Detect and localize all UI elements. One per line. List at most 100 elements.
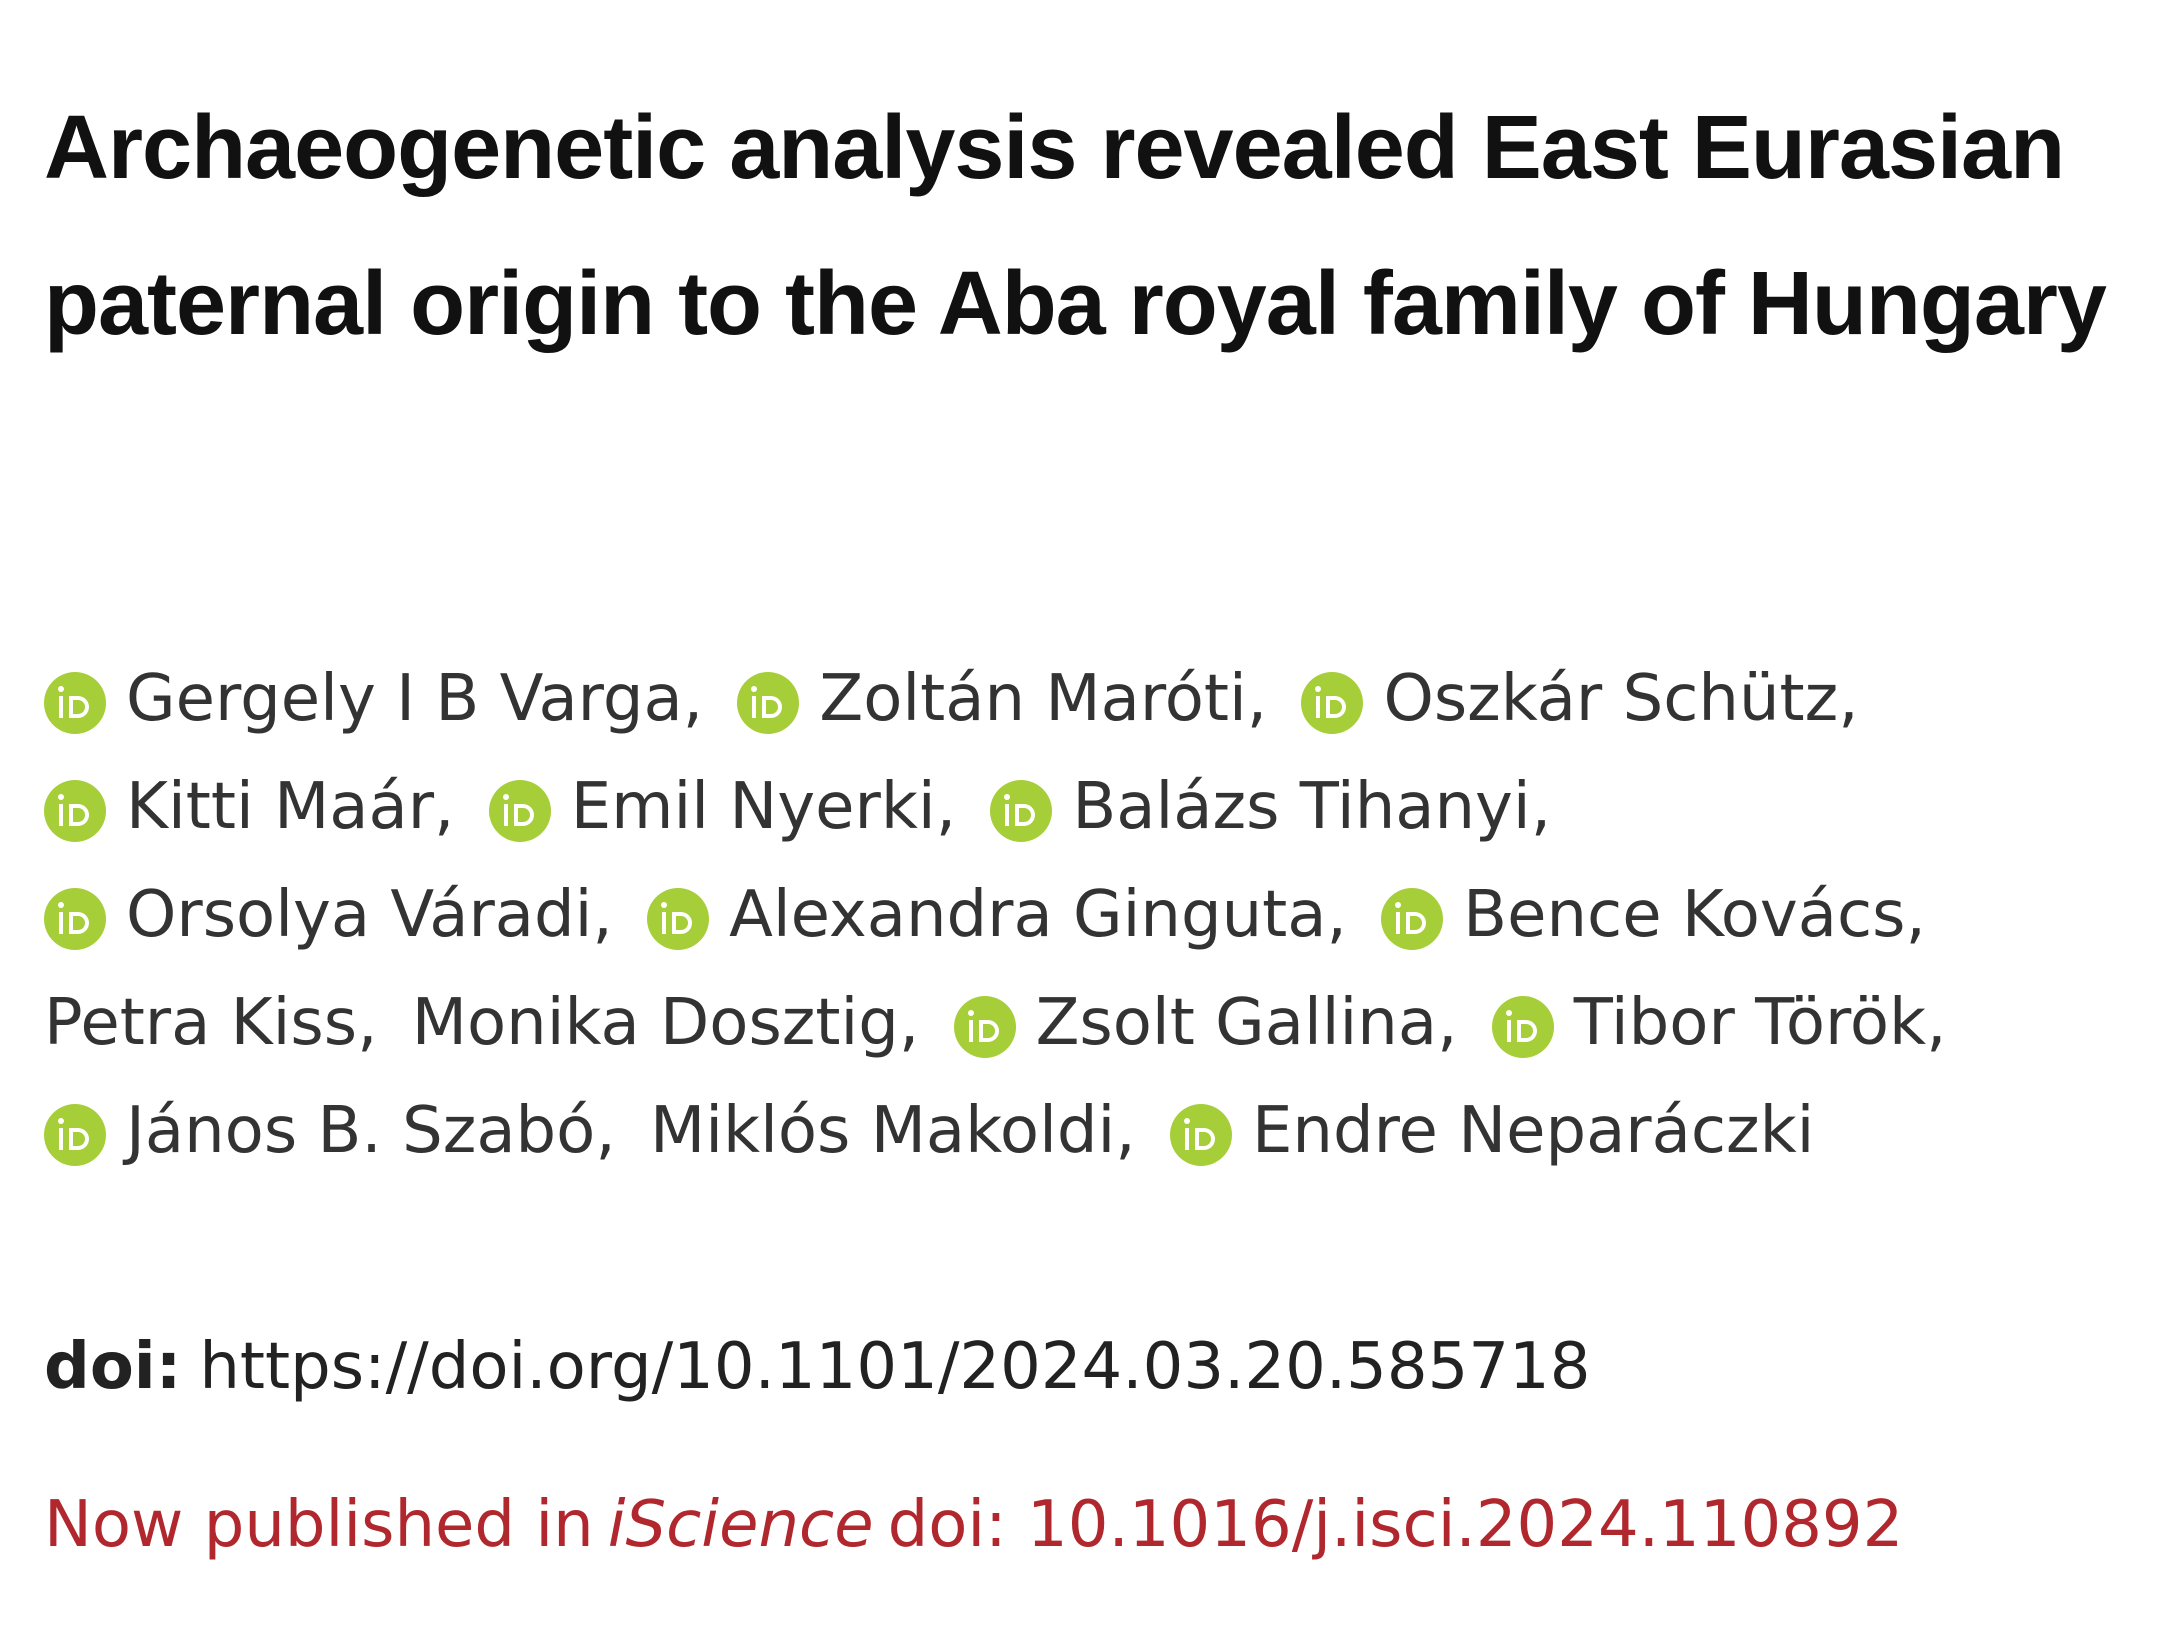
orcid-circle <box>1301 672 1364 734</box>
article-title: Archaeogenetic analysis revealed East Eu… <box>44 98 2107 354</box>
author-name: Miklós Makoldi <box>650 1094 1116 1168</box>
orcid-d <box>1015 804 1036 826</box>
orcid-dot <box>1004 794 1011 800</box>
author-name: Alexandra Ginguta <box>729 878 1327 952</box>
orcid-d <box>69 804 89 826</box>
doi-link[interactable]: https://doi.org/10.1101/2024.03.20.58571… <box>199 1330 1591 1404</box>
author-name: Orsolya Váradi <box>126 878 593 952</box>
orcid-dot <box>967 1010 974 1016</box>
separator: , <box>1326 878 1347 952</box>
doi-line: doi: https://doi.org/10.1101/2024.03.20.5… <box>44 1330 1590 1404</box>
orcid-d <box>69 696 89 718</box>
orcid-icon[interactable] <box>1169 1104 1232 1166</box>
separator: , <box>595 1094 616 1168</box>
orcid-i <box>1506 1020 1511 1042</box>
separator: , <box>682 662 704 736</box>
orcid-icon[interactable] <box>990 780 1053 842</box>
orcid-i <box>662 912 667 934</box>
separator: , <box>1246 662 1268 736</box>
separator: , <box>1530 770 1552 844</box>
author-name: Oszkár Schütz <box>1383 662 1839 736</box>
author: Balázs Tihanyi, <box>990 770 1551 844</box>
orcid-circle <box>990 780 1053 842</box>
author: Petra Kiss, <box>44 986 377 1060</box>
orcid-d <box>1194 1128 1215 1150</box>
orcid-d <box>1326 696 1347 718</box>
orcid-d <box>1516 1020 1537 1042</box>
author: Tibor Török, <box>1491 986 1947 1060</box>
orcid-icon[interactable] <box>44 672 106 734</box>
orcid-i <box>1184 1128 1189 1150</box>
author-name: Bence Kovács <box>1463 878 1906 952</box>
journal-name[interactable]: iScience <box>607 1488 874 1562</box>
orcid-dot <box>661 902 668 908</box>
author: János B. Szabó, <box>44 1094 616 1168</box>
separator: , <box>935 770 957 844</box>
orcid-icon[interactable] <box>44 1104 106 1166</box>
author-name: Kitti Maár <box>126 770 435 844</box>
orcid-d <box>69 1128 89 1150</box>
orcid-i <box>1396 912 1401 934</box>
author: Endre Neparáczki <box>1169 1094 1815 1168</box>
orcid-circle <box>1169 1104 1232 1166</box>
orcid-circle <box>44 888 106 950</box>
orcid-i <box>59 912 63 934</box>
orcid-circle <box>953 996 1016 1058</box>
author: Zoltán Maróti, <box>737 662 1267 736</box>
orcid-icon[interactable] <box>488 780 551 842</box>
author-name: Zoltán Maróti <box>819 662 1247 736</box>
orcid-d <box>69 912 89 934</box>
orcid-circle <box>44 1104 106 1166</box>
orcid-dot <box>58 902 64 908</box>
author: Miklós Makoldi, <box>650 1094 1136 1168</box>
orcid-d <box>672 912 693 934</box>
separator: , <box>434 770 455 844</box>
orcid-i <box>59 804 63 826</box>
orcid-icon[interactable] <box>647 888 710 950</box>
author-name: Gergely I B Varga <box>126 662 683 736</box>
published-prefix: Now published in <box>44 1488 594 1562</box>
orcid-i <box>1005 804 1010 826</box>
author-name: Endre Neparáczki <box>1251 1094 1815 1168</box>
separator: , <box>592 878 613 952</box>
separator: , <box>898 986 920 1060</box>
orcid-icon[interactable] <box>1491 996 1554 1058</box>
orcid-dot <box>1315 686 1322 692</box>
orcid-dot <box>751 686 758 692</box>
author: Zsolt Gallina, <box>953 986 1457 1060</box>
orcid-icon[interactable] <box>953 996 1016 1058</box>
orcid-d <box>513 804 534 826</box>
orcid-i <box>59 696 63 718</box>
author: Orsolya Váradi, <box>44 878 613 952</box>
orcid-dot <box>1505 1010 1512 1016</box>
doi-label: doi: <box>44 1330 182 1404</box>
author: Bence Kovács, <box>1381 878 1926 952</box>
orcid-icon[interactable] <box>44 780 106 842</box>
author: Kitti Maár, <box>44 770 454 844</box>
orcid-dot <box>58 686 64 692</box>
orcid-circle <box>44 780 106 842</box>
separator: , <box>357 986 378 1060</box>
orcid-icon[interactable] <box>44 888 106 950</box>
orcid-circle <box>488 780 551 842</box>
orcid-i <box>503 804 508 826</box>
orcid-d <box>978 1020 999 1042</box>
published-doi[interactable]: doi: 10.1016/j.isci.2024.110892 <box>887 1488 1904 1562</box>
orcid-dot <box>58 1118 64 1124</box>
author: Monika Dosztig, <box>412 986 919 1060</box>
orcid-i <box>1316 696 1321 718</box>
author: Emil Nyerki, <box>488 770 957 844</box>
orcid-d <box>1406 912 1427 934</box>
separator: , <box>1905 878 1926 952</box>
orcid-icon[interactable] <box>1381 888 1444 950</box>
author-list: Gergely I B Varga, Zoltán Maróti, Oszkár… <box>44 645 2144 1185</box>
separator: , <box>1926 986 1947 1060</box>
orcid-circle <box>44 672 106 734</box>
orcid-dot <box>502 794 509 800</box>
orcid-icon[interactable] <box>737 672 800 734</box>
orcid-i <box>59 1128 63 1150</box>
author-name: Zsolt Gallina <box>1035 986 1438 1060</box>
author-name: Monika Dosztig <box>411 986 899 1060</box>
orcid-icon[interactable] <box>1301 672 1364 734</box>
